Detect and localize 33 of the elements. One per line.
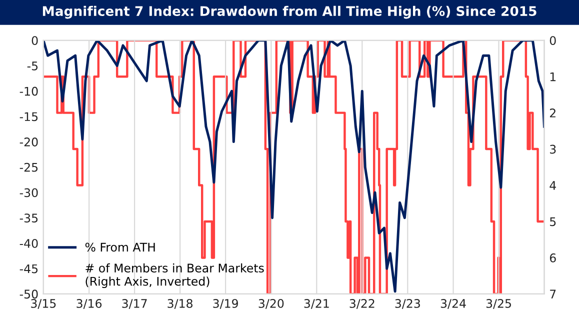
y-tick-label: -30 <box>20 188 38 198</box>
x-tick-label: 3/19 <box>213 299 238 309</box>
y2-tick-label: 4 <box>550 181 556 190</box>
y-tick-label: -40 <box>20 238 38 248</box>
y-tick-label: -10 <box>20 86 38 96</box>
y2-tick-label: 2 <box>550 108 556 118</box>
y2-tick-label: 0 <box>550 36 556 46</box>
y-tick-label: 0 <box>32 36 38 46</box>
y-tick-label: -15 <box>20 112 38 122</box>
x-tick-label: 3/18 <box>168 299 192 309</box>
x-tick-label: 3/15 <box>31 299 56 309</box>
y2-tick-label: 6 <box>550 253 556 262</box>
x-tick-label: 3/21 <box>304 299 329 309</box>
y-tick-label: -35 <box>20 214 38 223</box>
legend-label: # of Members in Bear Markets (Right Axis, Inverted) <box>86 263 264 288</box>
x-tick-label: 3/22 <box>350 299 374 309</box>
x-tick-label: 3/25 <box>486 299 511 309</box>
x-tick-label: 3/24 <box>440 299 466 309</box>
y-tick-label: -20 <box>20 138 38 146</box>
chart-title: Magnificent 7 Index: Drawdown from All Time High (%) Since 2015 <box>42 6 536 19</box>
x-tick-label: 3/17 <box>122 299 147 309</box>
y2-tick-label: 7 <box>550 290 556 298</box>
y-tick-label: -50 <box>20 290 38 299</box>
y-tick-label: -5 <box>27 62 38 70</box>
y-tick-label: -25 <box>20 162 38 172</box>
y-tick-label: -45 <box>20 264 38 274</box>
x-tick-label: 3/20 <box>258 299 284 309</box>
x-tick-label: 3/23 <box>395 299 420 309</box>
y2-tick-label: 1 <box>550 72 556 82</box>
y2-tick-label: 3 <box>550 144 556 154</box>
legend-label: % From ATH <box>85 242 155 252</box>
x-tick-label: 3/16 <box>76 299 102 309</box>
y2-tick-label: 5 <box>550 217 556 226</box>
